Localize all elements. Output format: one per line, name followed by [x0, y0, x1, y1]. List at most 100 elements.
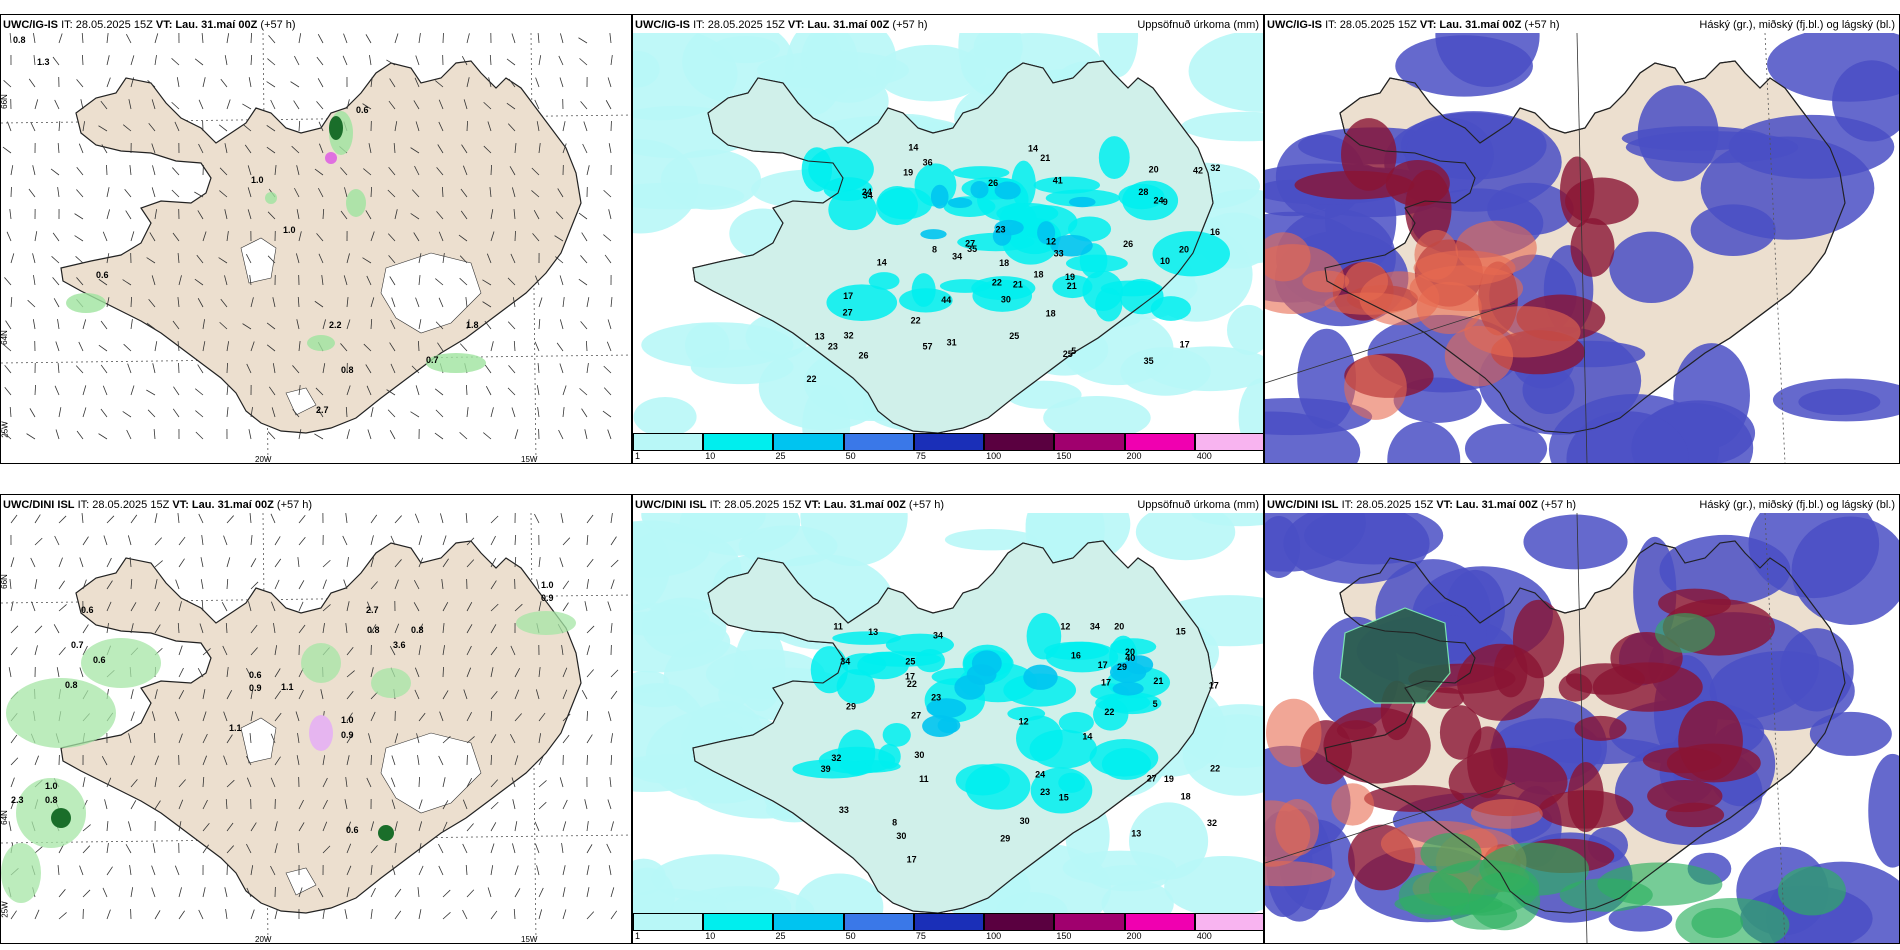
colorbar-swatch [1124, 913, 1195, 931]
colorbar-tick: 75 [915, 451, 926, 461]
precip-value-label: 13 [868, 627, 878, 637]
precip-value-label: 24 [1035, 770, 1045, 780]
wind-value-label: 1.1 [229, 723, 242, 733]
colorbar-swatch [843, 433, 914, 451]
model-name: UWC/IG-IS [1267, 19, 1322, 31]
precip-value-label: 35 [1144, 356, 1154, 366]
precip-value-label: 21 [1067, 281, 1077, 291]
precip-value-label: 12 [1046, 236, 1056, 246]
precip-value-label: 14 [908, 142, 918, 152]
lead-time: (+57 h) [1524, 19, 1560, 31]
precip-value-label: 21 [1040, 153, 1050, 163]
precip-value-label: 30 [896, 831, 906, 841]
wind-value-label: 0.8 [45, 795, 58, 805]
panel-title: Háský (gr.), miðský (fj.bl.) og lágský (… [1699, 499, 1895, 511]
precip-overlay [693, 61, 1230, 433]
colorbar-tick: 50 [845, 451, 856, 461]
colorbar-tick: 150 [1056, 451, 1072, 461]
colorbar-tick: 1 [635, 931, 641, 941]
wind-value-label: 1.0 [341, 715, 354, 725]
precip-value-label: 13 [815, 331, 825, 341]
glaciers [240, 717, 482, 896]
precip-value-label: 12 [1019, 717, 1029, 727]
panel-header: UWC/DINI ISL IT: 28.05.2025 15Z VT: Lau.… [1267, 497, 1895, 513]
panel-r2-cloud: UWC/DINI ISL IT: 28.05.2025 15Z VT: Lau.… [1264, 494, 1900, 944]
precip-value-label: 16 [1071, 650, 1081, 660]
colorbar-swatch [633, 913, 704, 931]
precip-value-label: 25 [1009, 331, 1019, 341]
precip-value-label: 36 [923, 157, 933, 167]
precip-value-label: 34 [863, 191, 873, 201]
colorbar: 1 10 25 50 75 100 150 200 400 [633, 433, 1263, 463]
precip-value-label: 15 [1059, 792, 1069, 802]
precip-value-label: 11 [919, 774, 929, 784]
precip-value-label: 23 [995, 224, 1005, 234]
precip-value-label: 22 [1104, 707, 1114, 717]
wind-value-labels: 0.6 0.7 0.6 0.8 2.7 0.8 3.6 0.8 1.0 0.9 0.6 0.9 1.1 1… [11, 580, 554, 835]
panel-r1-cloud: UWC/IG-IS IT: 28.05.2025 15Z VT: Lau. 31… [1264, 14, 1900, 464]
precip-value-label: 40 [1125, 653, 1135, 663]
precip-value-label: 22 [807, 374, 817, 384]
valid-time: VT: Lau. 31.maí 00Z [1436, 499, 1538, 511]
precip-value-label: 21 [1153, 676, 1163, 686]
precip-value-label: 33 [839, 805, 849, 815]
wind-value-label: 2.7 [316, 405, 329, 415]
valid-time: VT: Lau. 31.maí 00Z [172, 499, 274, 511]
precip-value-label: 17 [907, 854, 917, 864]
precip-value-label: 19 [903, 168, 913, 178]
precip-value-label: 5 [1071, 346, 1076, 356]
precip-value-label: 17 [1101, 678, 1111, 688]
wind-map: 0.8 1.3 0.6 1.0 1.0 0.6 2.2 1.8 0.7 0.8 2.7 [1, 33, 631, 463]
precip-value-label: 9 [1163, 197, 1168, 207]
lat-label-64n: 64N [0, 810, 9, 825]
lead-time: (+57 h) [276, 499, 313, 511]
precip-value-label: 34 [840, 656, 850, 666]
colorbar-swatch [773, 913, 844, 931]
panel-header: UWC/IG-IS IT: 28.05.2025 15Z VT: Lau. 31… [635, 17, 1259, 33]
cloud-map [1265, 33, 1899, 463]
colorbar-tick: 100 [986, 451, 1002, 461]
precip-value-label: 17 [1180, 340, 1190, 350]
precip-value-label: 22 [992, 278, 1002, 288]
cloud-layers [1265, 33, 1899, 463]
precip-value-label: 27 [1147, 774, 1157, 784]
panel-title: Uppsöfnuð úrkoma (mm) [1137, 19, 1259, 31]
colorbar-tick: 1 [635, 451, 641, 461]
precip-value-label: 19 [1164, 774, 1174, 784]
panel-header: UWC/DINI ISL IT: 28.05.2025 15Z VT: Lau.… [635, 497, 1259, 513]
precip-value-label: 8 [932, 245, 937, 255]
precip-value-label: 29 [846, 701, 856, 711]
precip-value-label: 14 [1082, 731, 1092, 741]
cloud-map [1265, 513, 1899, 943]
colorbar-tick: 10 [705, 931, 716, 941]
panel-r2-precip: UWC/DINI ISL IT: 28.05.2025 15Z VT: Lau.… [632, 494, 1264, 944]
lon-label-20w: 20W [255, 935, 272, 944]
iceland-landmass [60, 60, 582, 434]
precip-value-label: 22 [1210, 763, 1220, 773]
lon-label-15w: 15W [521, 455, 538, 464]
precip-value-label: 32 [1207, 818, 1217, 828]
lat-label-66n: 66N [0, 574, 9, 589]
light-precip-areas [1, 611, 576, 903]
init-time: IT: 28.05.2025 15Z [1325, 19, 1417, 31]
wind-value-label: 0.6 [81, 605, 94, 615]
wind-value-label: 0.6 [93, 655, 106, 665]
colorbar-tick: 50 [845, 931, 856, 941]
init-time: IT: 28.05.2025 15Z [693, 19, 785, 31]
colorbar-tick: 25 [775, 451, 786, 461]
colorbar-swatch [1054, 433, 1125, 451]
colorbar-tick: 10 [705, 451, 716, 461]
precip-value-label: 41 [1053, 176, 1063, 186]
precip-value-label: 34 [952, 252, 962, 262]
precip-value-label: 22 [907, 679, 917, 689]
precip-map: 1920353527343357444228362432312126241425… [633, 33, 1263, 433]
precip-value-label: 23 [828, 341, 838, 351]
lat-label-66n: 66N [0, 94, 9, 109]
lat-label-64n: 64N [0, 330, 9, 345]
wind-value-label: 0.6 [356, 105, 369, 115]
precip-value-label: 33 [1054, 249, 1064, 259]
precip-value-label: 23 [931, 692, 941, 702]
precip-value-label: 18 [999, 258, 1009, 268]
colorbar-swatch [1194, 913, 1263, 931]
init-time: IT: 28.05.2025 15Z [709, 499, 802, 511]
